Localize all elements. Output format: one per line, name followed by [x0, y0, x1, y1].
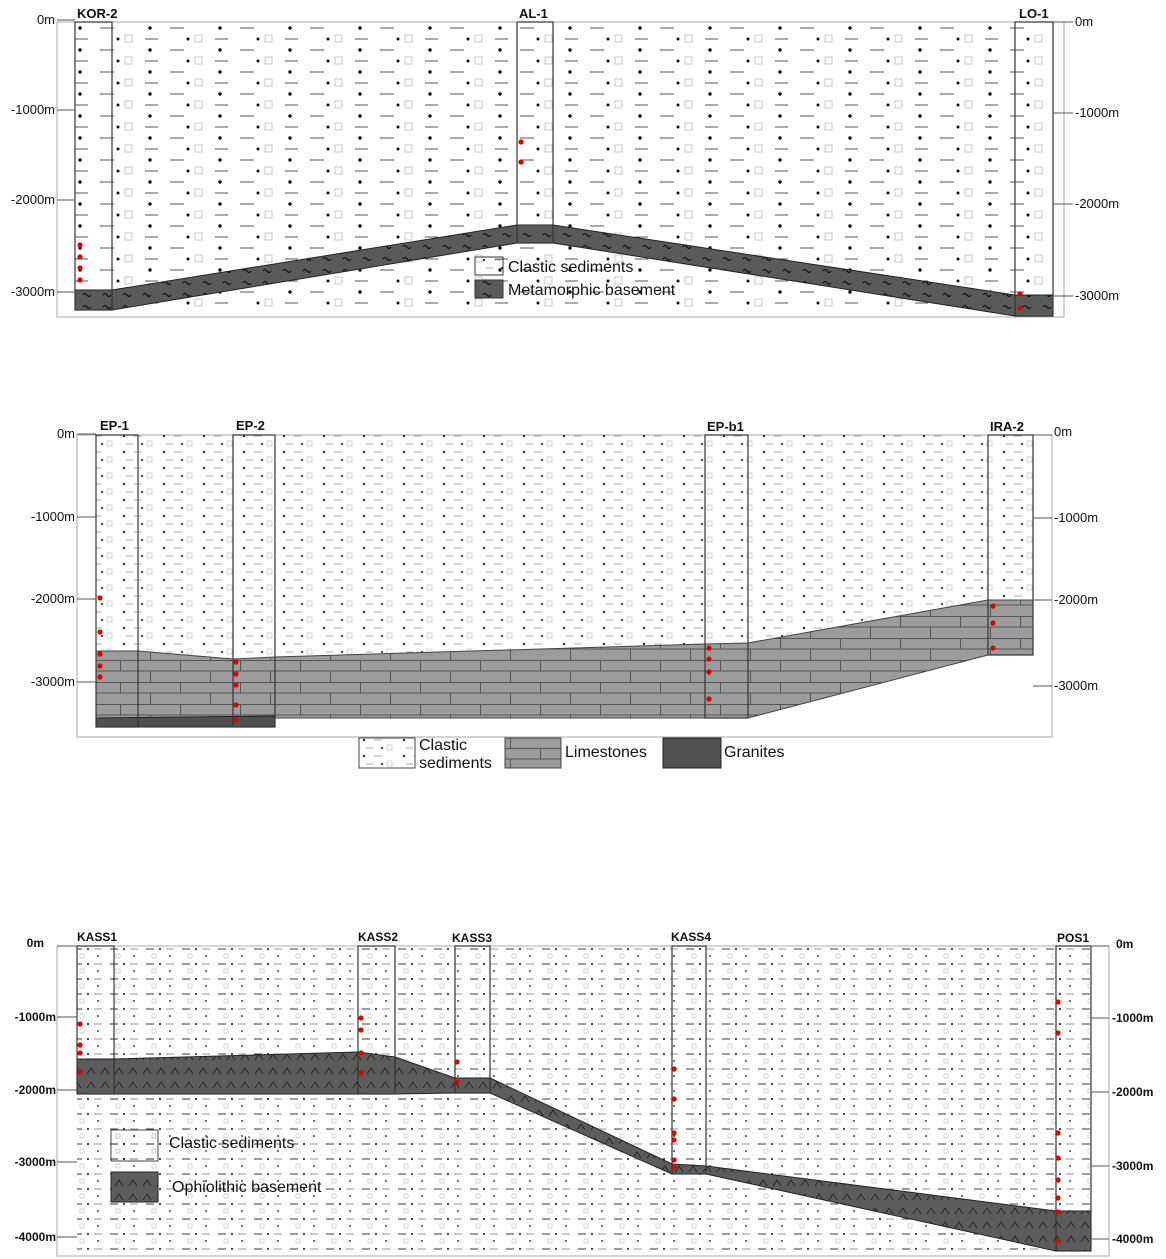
well-label-kass2: KASS2 — [358, 930, 398, 944]
legend-label-metamorphic-basement: Metamorphic basement — [508, 282, 676, 299]
well-label-al-1: AL-1 — [519, 6, 548, 21]
legend-label-granites: Granites — [724, 744, 784, 761]
well-label-kass1: KASS1 — [77, 930, 117, 944]
depth-label-right-2000: -2000m — [1112, 1085, 1153, 1099]
depth-label-left-1000: -1000m — [15, 1010, 56, 1024]
depth-label-left-0: 0m — [37, 12, 55, 27]
depth-label-left-2000: -2000m — [15, 1083, 56, 1097]
depth-label-right-0: 0m — [1054, 424, 1072, 439]
depth-label-right-2000: -2000m — [1054, 592, 1098, 607]
depth-label-right-2000: -2000m — [1075, 196, 1119, 211]
depth-label-right-3000: -3000m — [1075, 288, 1119, 303]
legend-label-limestones: Limestones — [565, 744, 647, 761]
depth-label-left-1000: -1000m — [11, 102, 55, 117]
depth-label-right-1000: -1000m — [1075, 105, 1119, 120]
depth-label-left-1000: -1000m — [31, 509, 75, 524]
legend-label-sediments: sediments — [419, 755, 492, 772]
legend-swatch-clastic — [111, 1130, 158, 1161]
well-label-kor-2: KOR-2 — [77, 6, 117, 21]
well-label-ep-b1: EP-b1 — [707, 419, 744, 434]
depth-label-right-0: 0m — [1075, 14, 1093, 29]
panel-3-cross-section: KASS1 KASS2 KASS3 KASS4 POS1 0m -1000m -… — [15, 930, 1154, 1256]
well-label-kass3: KASS3 — [452, 931, 492, 945]
well-label-ep-2: EP-2 — [236, 418, 265, 433]
panel-2-cross-section: EP-1 EP-2 EP-b1 IRA-2 0m -1000m -2000m -… — [31, 418, 1098, 772]
depth-label-right-3000: -3000m — [1054, 678, 1098, 693]
legend-label-clastic: Clastic — [419, 737, 467, 754]
legend-swatch-ophiolithic — [111, 1172, 158, 1202]
well-label-kass4: KASS4 — [671, 930, 711, 944]
granites-layer — [96, 716, 275, 727]
legend-swatch-metamorphic — [475, 280, 503, 298]
depth-label-left-2000: -2000m — [31, 591, 75, 606]
depth-label-left-3000: -3000m — [15, 1155, 56, 1169]
depth-label-right-1000: -1000m — [1112, 1011, 1153, 1025]
depth-label-right-0: 0m — [1116, 937, 1133, 951]
well-label-lo-1: LO-1 — [1019, 6, 1049, 21]
depth-label-left-0: 0m — [27, 936, 44, 950]
legend-label-ophiolithic-basement: Ophiolithic basement — [172, 1179, 322, 1196]
legend-swatch-limestones — [505, 738, 561, 768]
depth-label-right-1000: -1000m — [1054, 510, 1098, 525]
depth-label-right-4000: -4000m — [1112, 1232, 1153, 1246]
depth-label-left-4000: -4000m — [15, 1230, 56, 1244]
legend-swatch-clastic — [475, 257, 503, 275]
panel-1-cross-section: KOR-2 AL-1 LO-1 0m -1000m -2000m -3000m … — [11, 6, 1119, 317]
well-label-ep-1: EP-1 — [100, 418, 129, 433]
depth-label-right-3000: -3000m — [1112, 1159, 1153, 1173]
legend-swatch-granites — [663, 738, 721, 768]
depth-label-left-0: 0m — [57, 426, 75, 441]
legend-swatch-clastic — [359, 738, 415, 768]
depth-label-left-2000: -2000m — [11, 192, 55, 207]
legend-label-clastic-sediments: Clastic sediments — [169, 1135, 294, 1152]
depth-label-left-3000: -3000m — [11, 284, 55, 299]
well-label-ira-2: IRA-2 — [990, 419, 1024, 434]
legend-panel-2: Clastic sediments Limestones Granites — [359, 737, 784, 772]
well-label-pos1: POS1 — [1057, 931, 1089, 945]
depth-label-left-3000: -3000m — [31, 674, 75, 689]
legend-label-clastic-sediments: Clastic sediments — [508, 259, 633, 276]
